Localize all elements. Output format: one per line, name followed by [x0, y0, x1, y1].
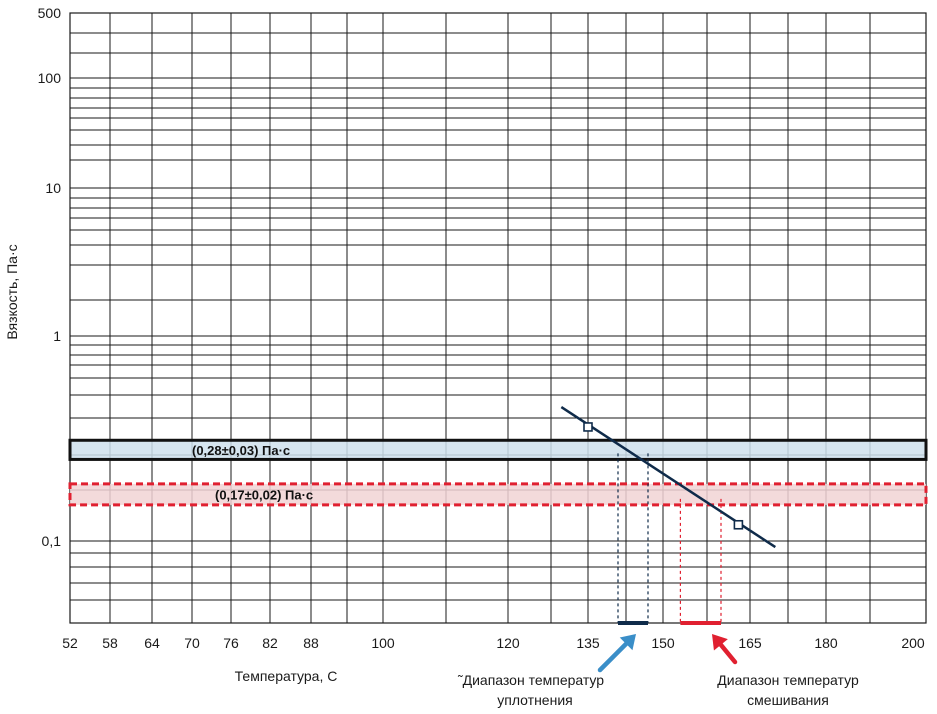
viscosity-series [560, 406, 777, 549]
band-mixing [68, 482, 928, 507]
x-tick-label: 64 [144, 635, 160, 651]
y-tick-label: 500 [38, 5, 62, 21]
x-tick-label: 180 [814, 635, 838, 651]
arrow-shaft [718, 642, 738, 665]
x-tick-label: 165 [738, 635, 762, 651]
viscosity-bands: (0,28±0,03) Па·с (0,17±0,02) Па·с [68, 438, 928, 507]
arrow-head [712, 634, 728, 651]
arrow-shaft [597, 641, 629, 673]
x-tick-label: 82 [262, 635, 278, 651]
band-label-compaction: (0,28±0,03) Па·с [192, 443, 290, 458]
compaction-label-line2: уплотнения [497, 692, 572, 708]
x-tick-label: 58 [102, 635, 118, 651]
x-tick-label: 120 [496, 635, 520, 651]
x-tick-label: 52 [62, 635, 78, 651]
x-tick-label: 100 [371, 635, 395, 651]
x-tick-label: 135 [576, 635, 600, 651]
band-label-mixing: (0,17±0,02) Па·с [215, 487, 313, 502]
compaction-arrow-icon [597, 634, 636, 673]
chart-grid [69, 12, 927, 624]
mixing-label-line1: Диапазон температур [717, 672, 859, 688]
plot-frame [69, 12, 927, 624]
arrow-head [619, 634, 636, 651]
x-tick-label: 70 [184, 635, 200, 651]
data-point-marker [733, 519, 744, 530]
x-axis-label: Температура, С [235, 668, 338, 684]
y-tick-label: 100 [38, 70, 62, 86]
data-point-marker [583, 422, 593, 432]
y-tick-label: 1 [53, 328, 61, 344]
x-tick-label: 150 [651, 635, 675, 651]
band-compaction [68, 438, 928, 461]
viscosity-line [560, 406, 777, 549]
mixing-arrow-icon [712, 634, 738, 665]
x-tick-label: 200 [901, 635, 925, 651]
mixing-annotation: Диапазон температур смешивания [712, 634, 859, 708]
compaction-label-line1: ˜Диапазон температур [457, 672, 604, 688]
y-tick-label: 10 [45, 180, 61, 196]
y-axis-label: Вязкость, Па·с [4, 244, 20, 339]
x-tick-label: 76 [223, 635, 239, 651]
axis-ticks: 52 58 64 70 76 82 88 100 120 135 150 165 180 20050010… [38, 5, 925, 651]
x-tick-label: 88 [303, 635, 319, 651]
y-tick-label: 0,1 [42, 533, 62, 549]
mixing-label-line2: смешивания [747, 692, 829, 708]
temperature-ranges [617, 453, 722, 625]
compaction-annotation: ˜Диапазон температур уплотнения [457, 634, 636, 708]
